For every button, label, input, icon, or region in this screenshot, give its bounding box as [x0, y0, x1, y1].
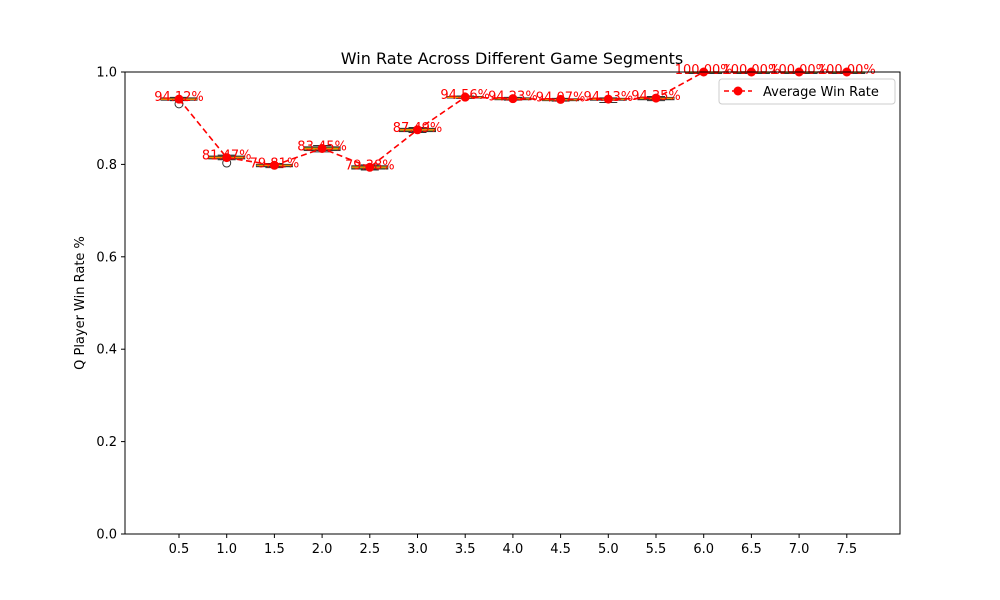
legend-label: Average Win Rate	[763, 85, 879, 100]
average-win-rate-point	[651, 93, 661, 103]
average-win-rate-point	[174, 94, 184, 104]
x-tick-label: 4.5	[550, 542, 571, 557]
x-tick-label: 6.5	[741, 542, 762, 557]
y-tick-label: 0.6	[96, 250, 117, 265]
x-tick-label: 7.0	[789, 542, 810, 557]
legend-box	[718, 78, 896, 105]
data-label: 100.00%	[722, 63, 780, 78]
average-win-rate-point	[603, 94, 613, 104]
data-label: 100.00%	[818, 63, 876, 78]
plot-marks: 94.12% 81.47%79.81% 83.45% 79.38% 87.49% 94.5…	[154, 63, 876, 173]
average-win-rate-point	[317, 143, 327, 153]
average-win-rate-point	[269, 160, 279, 170]
data-label: 81.47%	[202, 149, 252, 164]
data-label: 100.00%	[675, 63, 733, 78]
data-label: 94.07%	[536, 90, 586, 105]
average-win-rate-point	[556, 94, 566, 104]
data-label: 87.49%	[393, 121, 443, 136]
x-tick-label: 1.5	[264, 542, 285, 557]
x-tick-label: 5.5	[646, 542, 667, 557]
chart-title: Win Rate Across Different Game Segments	[341, 49, 683, 68]
x-tick-label: 0.5	[169, 542, 190, 557]
x-tick-label: 3.5	[455, 542, 476, 557]
average-win-rate-point	[460, 92, 470, 102]
plot-frame	[124, 71, 901, 535]
y-axis: 0.0 0.2 0.4 0.6 0.8 1.0	[96, 66, 125, 543]
y-tick-label: 0.0	[96, 528, 117, 543]
y-tick-label: 0.2	[96, 435, 117, 450]
x-tick-label: 2.0	[312, 542, 333, 557]
x-tick-label: 3.0	[407, 542, 428, 557]
average-win-rate-point	[508, 94, 518, 104]
x-tick-label: 4.0	[503, 542, 524, 557]
x-tick-label: 1.0	[216, 542, 237, 557]
average-win-rate-point	[365, 162, 375, 172]
data-label: 94.56%	[440, 88, 490, 103]
y-tick-label: 0.8	[96, 158, 117, 173]
x-axis: 0.5 1.0 1.5 2.0 2.5 3.0 3.5 4.0 4.5 5.0 5.5 6.0 6.5 7…	[169, 534, 857, 557]
average-win-rate-point	[413, 125, 422, 135]
data-label: 100.00%	[770, 63, 828, 78]
data-label: 94.12%	[154, 90, 204, 105]
y-tick-label: 0.4	[96, 343, 117, 358]
average-win-rate-point	[222, 153, 232, 163]
data-label: 94.23%	[488, 90, 538, 105]
x-tick-label: 2.5	[359, 542, 380, 557]
data-label: 79.38%	[345, 158, 395, 173]
legend-marker-sample	[733, 86, 743, 96]
data-label: 79.81%	[250, 156, 300, 171]
x-tick-label: 5.0	[598, 542, 619, 557]
y-tick-label: 1.0	[96, 66, 117, 81]
data-label: 83.45%	[297, 139, 347, 154]
x-tick-label: 7.5	[836, 542, 857, 557]
data-label: 94.13%	[584, 90, 634, 105]
legend: Average Win Rate	[718, 78, 896, 105]
x-tick-label: 6.0	[693, 542, 714, 557]
y-axis-title: Q Player Win Rate %	[73, 236, 88, 370]
data-label: 94.35%	[631, 89, 681, 104]
